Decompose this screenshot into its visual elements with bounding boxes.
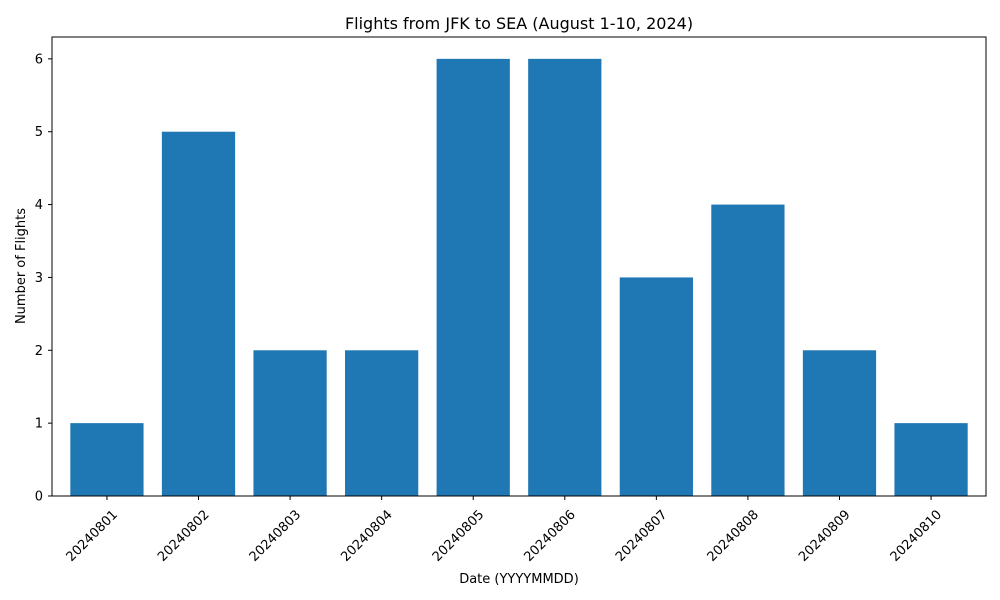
x-tick-label-20240810: 20240810 <box>888 507 945 564</box>
bar-20240802 <box>161 131 236 496</box>
bar-20240803 <box>253 350 327 496</box>
x-tick-label-20240809: 20240809 <box>796 507 853 564</box>
y-axis-label: Number of Flights <box>14 208 29 324</box>
bar-20240805 <box>436 58 510 497</box>
y-axis-ticks: 0 1 2 3 4 5 6 <box>35 52 52 505</box>
y-tick-label: 5 <box>35 125 43 140</box>
x-tick-label-20240802: 20240802 <box>155 507 212 564</box>
x-tick-label-20240806: 20240806 <box>521 507 578 564</box>
x-tick-label-20240807: 20240807 <box>613 507 670 564</box>
bar-20240801 <box>70 423 144 496</box>
x-tick-label-20240808: 20240808 <box>705 507 762 564</box>
bar-20240806 <box>528 58 602 497</box>
chart-title: Flights from JFK to SEA (August 1-10, 20… <box>345 14 693 33</box>
bar-20240810 <box>894 423 968 496</box>
x-tick-label-20240803: 20240803 <box>247 507 304 564</box>
y-tick-label: 1 <box>35 417 43 432</box>
x-axis-label: Date (YYYYMMDD) <box>459 572 579 587</box>
x-tick-label-20240801: 20240801 <box>64 507 121 564</box>
plot-frame <box>51 36 987 497</box>
y-tick-label: 6 <box>35 52 43 67</box>
x-tick-label-20240805: 20240805 <box>430 507 487 564</box>
bar-20240807 <box>619 277 693 496</box>
y-tick-label: 4 <box>35 198 43 213</box>
bar-20240809 <box>802 350 877 496</box>
y-tick-label: 2 <box>35 344 43 359</box>
y-tick-label: 0 <box>35 490 43 505</box>
bar-20240804 <box>345 350 419 496</box>
bars-group <box>70 58 968 497</box>
bar-20240808 <box>711 204 785 496</box>
x-tick-label-20240804: 20240804 <box>338 507 395 564</box>
x-axis-ticks: 20240801 20240802 20240803 20240804 20240805… <box>64 496 945 565</box>
y-tick-label: 3 <box>35 271 43 286</box>
